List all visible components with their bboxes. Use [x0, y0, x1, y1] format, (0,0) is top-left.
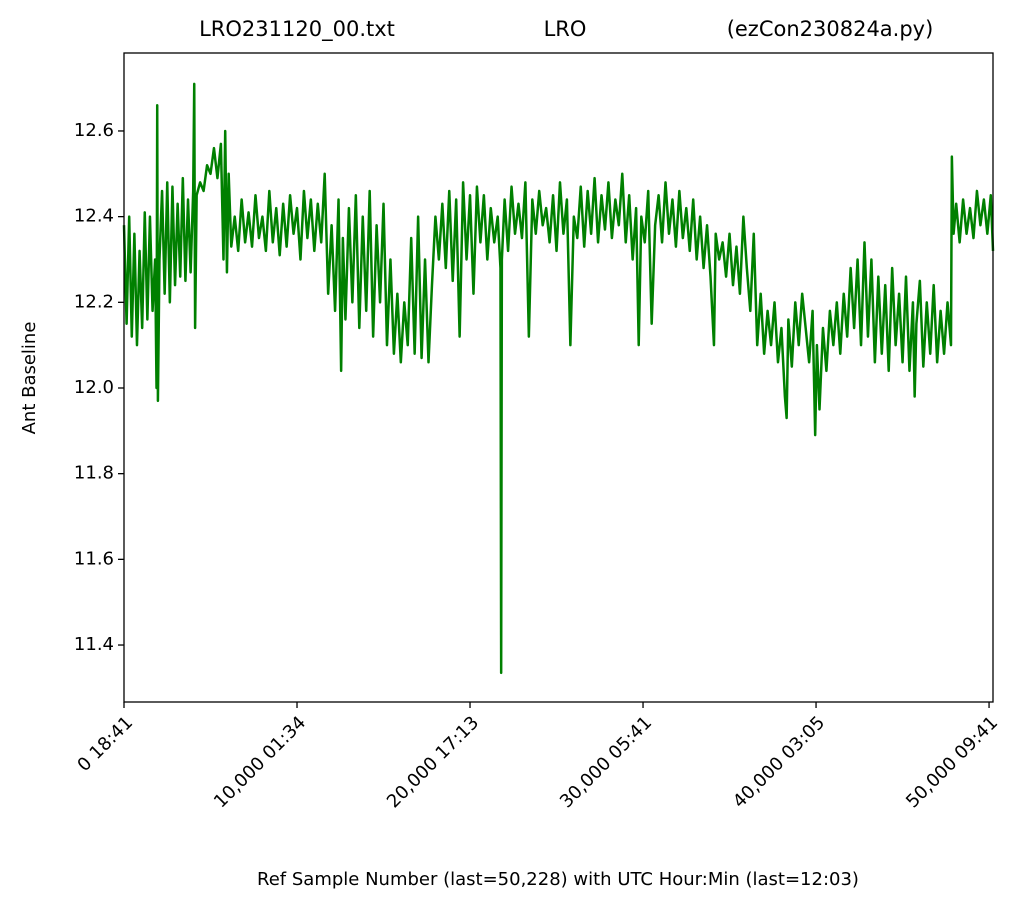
x-axis-label: Ref Sample Number (last=50,228) with UTC… — [257, 869, 859, 890]
y-tick-label: 12.2 — [74, 291, 114, 312]
data-line — [122, 82, 995, 675]
y-tick-label: 11.6 — [74, 548, 114, 569]
x-tick-label: 50,000 09:41 — [902, 712, 1002, 812]
y-axis-label: Ant Baseline — [19, 322, 40, 435]
x-tick-label: 30,000 05:41 — [556, 712, 656, 812]
y-tick-label: 12.6 — [74, 120, 114, 141]
title-site: LRO — [544, 17, 587, 41]
x-tick-label: 40,000 03:05 — [729, 712, 829, 812]
y-tick-label: 11.4 — [74, 634, 114, 655]
y-tick-label: 12.4 — [74, 206, 114, 227]
plot-frame — [123, 52, 994, 703]
x-tick-label: 10,000 01:34 — [210, 712, 310, 812]
y-tick-label: 12.0 — [74, 377, 114, 398]
title-file: LRO231120_00.txt — [199, 17, 395, 42]
y-tick-label: 11.8 — [74, 463, 114, 484]
title-program: (ezCon230824a.py) — [727, 17, 934, 41]
x-tick-label: 20,000 17:13 — [383, 712, 483, 812]
x-tick-label: 0 18:41 — [73, 712, 137, 776]
